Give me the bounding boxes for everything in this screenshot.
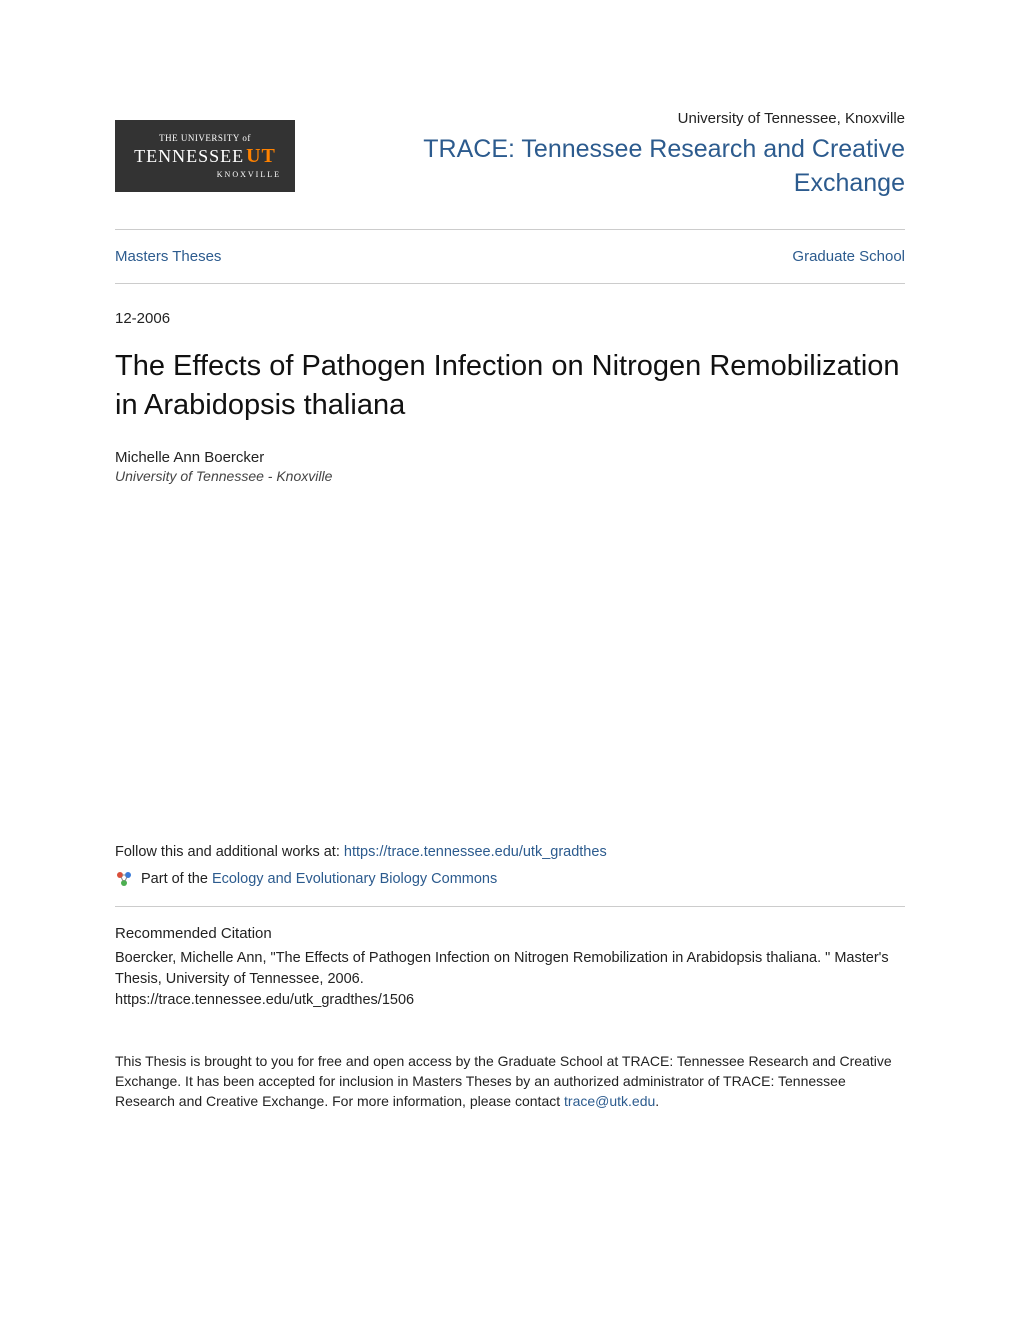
author-name: Michelle Ann Boercker [115, 449, 905, 466]
citation-heading: Recommended Citation [115, 925, 905, 942]
partof-text: Part of the Ecology and Evolutionary Bio… [141, 871, 497, 887]
footer-email-link[interactable]: trace@utk.edu [564, 1093, 655, 1109]
header-row: THE UNIVERSITY of TENNESSEEUT KNOXVILLE … [115, 110, 905, 201]
university-label: University of Tennessee, Knoxville [315, 110, 905, 127]
partof-link[interactable]: Ecology and Evolutionary Biology Commons [212, 871, 497, 887]
breadcrumb-left-link[interactable]: Masters Theses [115, 248, 221, 265]
publication-date: 12-2006 [115, 310, 905, 327]
partof-prefix: Part of the [141, 871, 212, 887]
header-text-block: University of Tennessee, Knoxville TRACE… [315, 110, 905, 201]
footer-before: This Thesis is brought to you for free a… [115, 1053, 892, 1110]
logo-line3: KNOXVILLE [217, 170, 281, 179]
follow-link[interactable]: https://trace.tennessee.edu/utk_gradthes [344, 844, 607, 860]
author-affiliation: University of Tennessee - Knoxville [115, 468, 905, 484]
content-gap [115, 484, 905, 844]
logo-main-word: TENNESSEE [134, 146, 244, 167]
divider-breadcrumb [115, 283, 905, 284]
document-title: The Effects of Pathogen Infection on Nit… [115, 347, 905, 425]
repository-title-link[interactable]: TRACE: Tennessee Research and Creative E… [423, 135, 905, 197]
logo-line1: THE UNIVERSITY of [159, 133, 251, 143]
follow-works-line: Follow this and additional works at: htt… [115, 844, 905, 860]
follow-prefix: Follow this and additional works at: [115, 844, 344, 860]
divider-citation [115, 906, 905, 907]
breadcrumb: Masters Theses Graduate School [115, 230, 905, 283]
part-of-row: Part of the Ecology and Evolutionary Bio… [115, 870, 905, 888]
footer-text: This Thesis is brought to you for free a… [115, 1051, 905, 1112]
breadcrumb-right-link[interactable]: Graduate School [792, 248, 905, 265]
citation-body: Boercker, Michelle Ann, "The Effects of … [115, 948, 905, 1011]
logo-ut-mark: UT [246, 145, 276, 168]
university-logo: THE UNIVERSITY of TENNESSEEUT KNOXVILLE [115, 120, 295, 192]
repository-title[interactable]: TRACE: Tennessee Research and Creative E… [315, 133, 905, 201]
footer-after: . [655, 1093, 659, 1109]
network-icon [115, 870, 133, 888]
logo-line2: TENNESSEEUT [134, 145, 276, 168]
